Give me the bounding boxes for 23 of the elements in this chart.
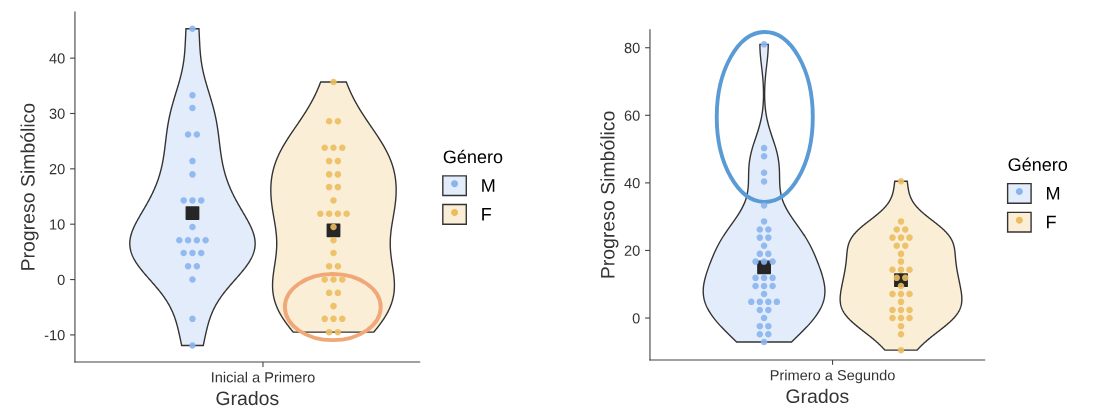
y-tick-label: 20 [624,245,640,256]
legend-label: F [482,208,492,221]
y-tick-label: -10 [44,330,65,341]
legend-label: M [1047,187,1060,200]
legend-title: Género [443,149,503,164]
y-tick-label: 10 [50,219,65,230]
y-tick-label: 80 [624,42,640,54]
x-tick-label: Primero a Segundo [770,369,895,384]
y-tick-label: 40 [624,177,640,189]
legend-label: F [1047,215,1056,229]
y-tick-label: 0 [632,313,640,324]
y-tick-label: 0 [57,274,65,285]
legend-label: M [482,179,495,192]
x-axis-title: Grados [216,390,279,406]
y-axis-title: Progreso Simbólico [20,103,39,270]
x-axis-title: Grados [786,388,849,404]
x-tick-label: Inicial a Primero [212,371,315,383]
y-tick-label: 30 [49,108,65,119]
y-tick-label: 40 [49,53,65,64]
y-axis-title: Progreso Simbólico [600,111,619,278]
y-tick-label: 20 [49,163,65,175]
y-tick-label: 60 [624,110,640,121]
legend-title: Género [1008,157,1068,172]
